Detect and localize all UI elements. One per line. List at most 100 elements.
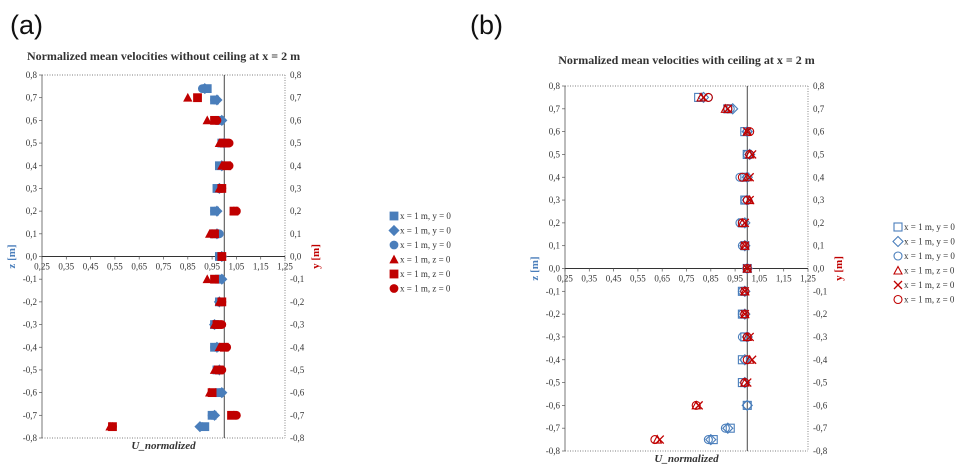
y-tick-label-right: 0,5 xyxy=(290,138,302,148)
data-point xyxy=(723,104,733,114)
y-tick-label-right: -0,7 xyxy=(813,423,828,433)
y-tick-label-right: -0,3 xyxy=(290,320,305,330)
legend-marker xyxy=(893,294,903,305)
y-tick-label-right: 0,2 xyxy=(290,206,301,216)
y-axis-label-right: y [m] xyxy=(833,256,845,281)
y-tick-label: 0,6 xyxy=(549,127,561,137)
y-tick-label: -0,4 xyxy=(546,355,561,365)
data-point xyxy=(202,274,212,284)
data-point xyxy=(224,138,234,148)
y-tick-label: -0,2 xyxy=(23,297,37,307)
y-tick-label-right: 0,3 xyxy=(290,183,302,193)
data-point xyxy=(212,115,222,125)
legend-entry: x = 1 m, y = 0 xyxy=(904,237,955,247)
data-point xyxy=(725,423,735,433)
y-tick-label: -0,1 xyxy=(23,274,37,284)
y-tick-label-right: -0,3 xyxy=(813,332,828,342)
legend-marker xyxy=(388,224,400,237)
y-tick-label: -0,6 xyxy=(23,388,38,398)
y-tick-label-right: -0,8 xyxy=(290,433,305,443)
y-tick-label-right: -0,6 xyxy=(813,400,828,410)
legend-entry: x = 1 m, z = 0 xyxy=(400,284,451,294)
y-tick-label: 0,7 xyxy=(549,104,561,114)
data-point xyxy=(703,435,713,445)
y-tick-label-right: 0,6 xyxy=(290,115,302,125)
data-point xyxy=(231,410,241,420)
x-tick-label: 0,55 xyxy=(630,274,646,284)
y-tick-label: 0,8 xyxy=(549,81,561,91)
data-point xyxy=(183,92,193,102)
data-point xyxy=(742,355,752,365)
y-tick-label: 0,0 xyxy=(26,252,38,262)
legend-marker xyxy=(389,240,399,250)
data-point xyxy=(722,422,734,434)
legend-entry: x = 1 m, z = 0 xyxy=(904,280,955,290)
y-tick-label-right: 0,1 xyxy=(813,241,824,251)
chart-title: Normalized mean velocities without ceili… xyxy=(27,49,300,63)
y-tick-label: 0,3 xyxy=(26,183,38,193)
y-tick-label-right: 0,0 xyxy=(813,264,825,274)
data-point xyxy=(742,263,752,274)
x-tick-label: 1,15 xyxy=(253,262,269,272)
data-point xyxy=(740,309,750,319)
legend-entry: x = 1 m, y = 0 xyxy=(904,222,955,232)
x-axis-label: U_normalized xyxy=(131,440,196,452)
y-tick-label: 0,2 xyxy=(549,218,560,228)
y-axis-label-left: z [m] xyxy=(6,244,18,268)
y-tick-label: 0,7 xyxy=(26,93,38,103)
data-point xyxy=(708,435,718,445)
data-point xyxy=(740,218,750,228)
chart-a: Normalized mean velocities without ceili… xyxy=(6,49,451,452)
y-tick-label: 0,8 xyxy=(26,70,38,80)
y-tick-label: 0,5 xyxy=(549,149,561,159)
x-tick-label: 1,05 xyxy=(229,262,245,272)
y-tick-label: -0,7 xyxy=(546,423,561,433)
x-tick-label: 0,35 xyxy=(581,274,597,284)
y-tick-label-right: 0,0 xyxy=(290,252,302,262)
y-tick-label: 0,1 xyxy=(26,229,37,239)
y-tick-label-right: 0,4 xyxy=(290,161,302,171)
y-tick-label-right: 0,5 xyxy=(813,149,825,159)
y-tick-label-right: -0,7 xyxy=(290,410,305,420)
data-point xyxy=(740,286,750,296)
x-tick-label: 0,25 xyxy=(34,262,50,272)
legend-marker xyxy=(389,284,399,293)
data-point xyxy=(742,378,752,388)
x-axis-label: U_normalized xyxy=(654,453,719,465)
legend-entry: x = 1 m, y = 0 xyxy=(400,240,451,250)
y-tick-label: 0,0 xyxy=(549,264,561,274)
data-point xyxy=(720,423,730,433)
y-tick-label-right: 0,6 xyxy=(813,127,825,137)
data-point xyxy=(694,400,704,410)
x-tick-label: 0,35 xyxy=(58,262,74,272)
data-point xyxy=(108,422,117,432)
x-tick-label: 0,25 xyxy=(557,274,573,284)
y-tick-label: 0,2 xyxy=(26,206,37,216)
data-point xyxy=(742,195,752,205)
data-point xyxy=(217,252,227,261)
y-tick-label-right: -0,2 xyxy=(813,309,827,319)
x-tick-label: 1,05 xyxy=(752,274,768,284)
data-point xyxy=(735,172,745,182)
y-tick-label-right: 0,1 xyxy=(290,229,301,239)
y-tick-label-right: 0,2 xyxy=(813,218,824,228)
x-tick-label: 0,95 xyxy=(727,274,743,284)
y-tick-label: -0,7 xyxy=(23,410,38,420)
legend-entry: x = 1 m, y = 0 xyxy=(400,226,451,236)
y-tick-label-right: -0,8 xyxy=(813,446,828,456)
legend-marker xyxy=(893,251,903,261)
data-point xyxy=(217,320,227,329)
x-tick-label: 0,95 xyxy=(204,262,220,272)
legend-entry: x = 1 m, z = 0 xyxy=(904,295,955,305)
legend-marker xyxy=(893,265,903,275)
x-tick-label: 0,55 xyxy=(107,262,123,272)
data-point xyxy=(217,297,227,307)
data-point xyxy=(699,92,708,102)
data-point xyxy=(217,184,227,193)
y-tick-label-right: -0,2 xyxy=(290,297,304,307)
legend-marker xyxy=(389,269,399,279)
data-point xyxy=(207,388,217,398)
x-tick-label: 0,75 xyxy=(156,262,172,272)
data-point xyxy=(210,95,219,105)
